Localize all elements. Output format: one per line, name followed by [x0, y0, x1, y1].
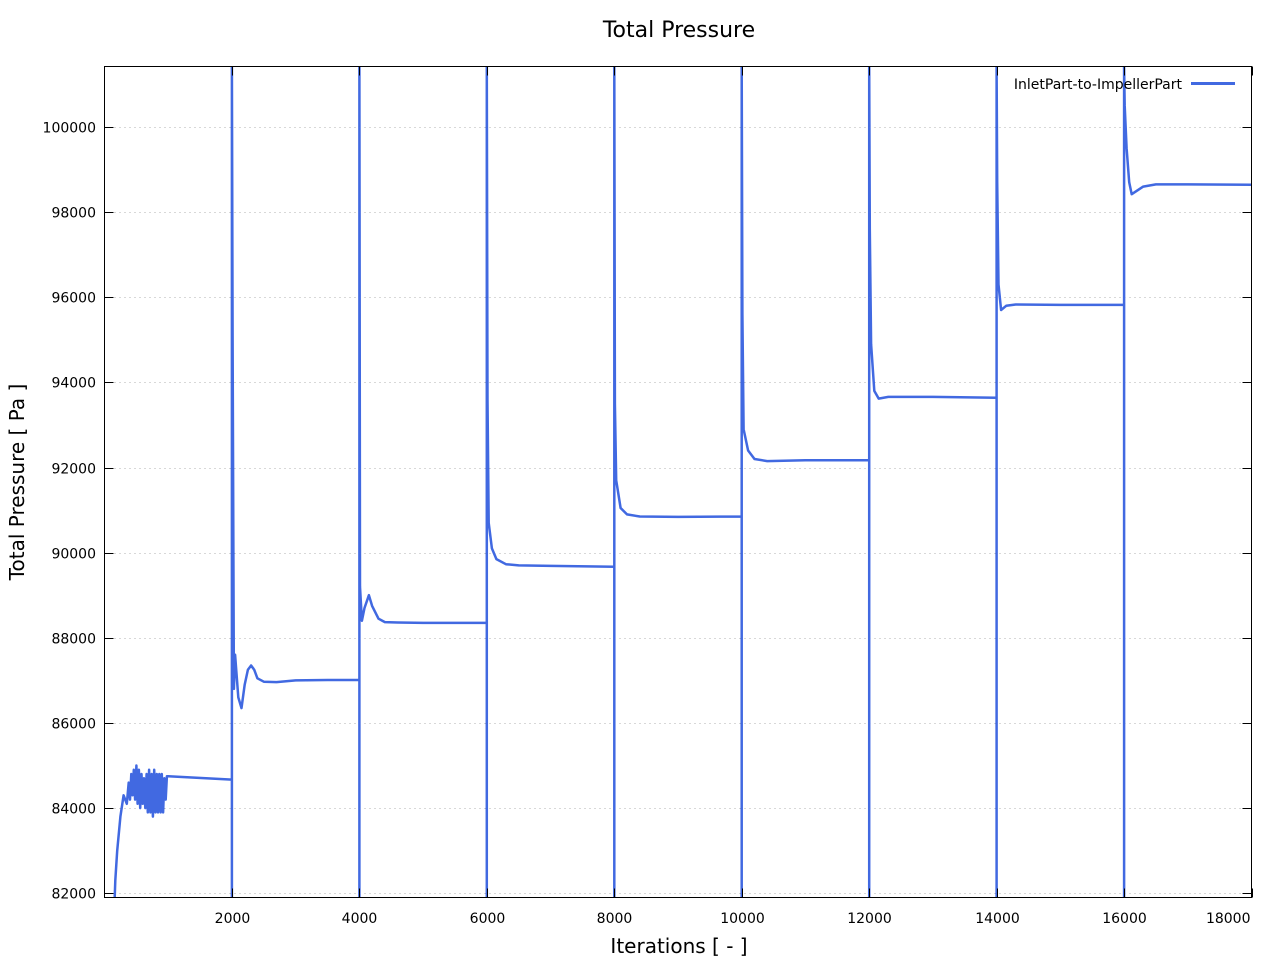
y-tick-label: 84000 [51, 802, 96, 818]
x-tick-label: 12000 [847, 911, 892, 927]
x-tick-label: 10000 [720, 911, 765, 927]
y-tick-label: 100000 [43, 121, 96, 137]
grid-lines [104, 127, 1252, 894]
y-tick-label: 92000 [51, 462, 96, 478]
axis-ticks: 82000 84000 86000 88000 90000 92000 94000 96000… [43, 66, 1253, 927]
y-tick-label: 86000 [51, 717, 96, 733]
x-tick-label: 18000 [1206, 911, 1251, 927]
x-tick-label: 4000 [342, 911, 378, 927]
y-tick-label: 94000 [51, 376, 96, 392]
x-tick-label: 2000 [215, 911, 251, 927]
y-tick-label: 88000 [51, 632, 96, 648]
plot-frame [104, 66, 1252, 898]
y-axis-label: Total Pressure [ Pa ] [5, 384, 29, 582]
x-tick-label: 14000 [975, 911, 1020, 927]
y-tick-label: 96000 [51, 291, 96, 307]
x-axis-label: Iterations [ - ] [610, 934, 747, 958]
x-tick-label: 16000 [1102, 911, 1147, 927]
series-line-0 [113, 66, 1252, 898]
legend: InletPart-to-ImpellerPart [1014, 77, 1235, 93]
chart-title: Total Pressure [602, 18, 755, 43]
y-tick-label: 82000 [51, 887, 96, 903]
x-tick-label: 6000 [470, 911, 506, 927]
x-tick-label: 8000 [597, 911, 633, 927]
y-tick-label: 98000 [51, 206, 96, 222]
legend-label-inletpart-to-impellerpart: InletPart-to-ImpellerPart [1014, 77, 1183, 93]
y-tick-label: 90000 [51, 547, 96, 563]
plot-area [113, 66, 1252, 898]
